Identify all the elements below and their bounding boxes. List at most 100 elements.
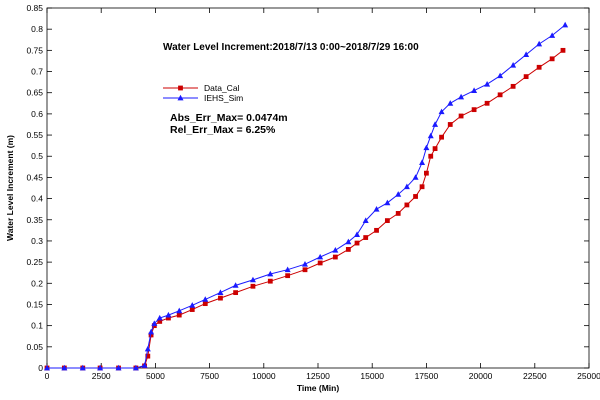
data-point-iehs-sim	[523, 51, 530, 57]
y-tick-label: 0.1	[31, 321, 43, 331]
data-point-data-cal	[302, 267, 308, 273]
x-tick-label: 15000	[360, 371, 384, 381]
data-point-iehs-sim	[354, 231, 361, 237]
data-point-data-cal	[447, 122, 453, 127]
y-tick-label: 0.35	[26, 215, 43, 225]
legend-marker-iehs-sim	[177, 94, 184, 101]
data-point-data-cal	[332, 254, 338, 260]
x-tick-label: 7500	[200, 371, 219, 381]
data-point-iehs-sim	[562, 21, 569, 28]
y-tick-label: 0.05	[26, 342, 43, 352]
data-point-iehs-sim	[202, 296, 209, 302]
x-tick-label: 5000	[146, 371, 165, 381]
data-point-data-cal	[432, 146, 438, 152]
data-point-iehs-sim	[61, 364, 68, 371]
data-point-data-cal	[428, 153, 434, 159]
data-point-data-cal	[419, 184, 425, 190]
data-point-iehs-sim	[484, 81, 491, 87]
y-tick-label: 0.45	[26, 172, 43, 182]
data-point-data-cal	[560, 47, 566, 53]
data-point-data-cal	[497, 92, 503, 98]
plot-frame	[46, 7, 590, 369]
data-point-iehs-sim	[132, 364, 139, 371]
y-tick-label: 0.3	[31, 236, 43, 246]
data-point-data-cal	[536, 64, 542, 70]
data-point-data-cal	[510, 83, 516, 89]
data-point-data-cal	[471, 107, 477, 113]
data-point-iehs-sim	[189, 302, 196, 308]
series-line-data-cal	[47, 50, 564, 369]
data-point-iehs-sim	[412, 174, 419, 180]
data-point-data-cal	[148, 332, 154, 338]
data-point-iehs-sim	[176, 307, 183, 314]
data-point-data-cal	[267, 278, 273, 284]
series-layer	[44, 21, 569, 371]
data-point-data-cal	[439, 134, 444, 140]
data-point-iehs-sim	[249, 276, 256, 283]
data-point-iehs-sim	[151, 320, 158, 326]
x-tick-label: 20000	[469, 371, 493, 381]
data-point-iehs-sim	[549, 32, 556, 38]
series-line-iehs-sim	[47, 24, 566, 369]
y-tick-label: 0	[38, 363, 43, 373]
series-iehs-sim	[44, 21, 569, 371]
data-point-iehs-sim	[332, 247, 339, 253]
data-point-data-cal	[413, 194, 418, 199]
x-tick-label: 2500	[92, 371, 111, 381]
data-point-data-cal	[317, 260, 323, 266]
data-point-data-cal	[145, 353, 151, 359]
legend-label-iehs-sim: IEHS_Sim	[204, 93, 243, 103]
x-axis-title: Time (Min)	[297, 383, 340, 393]
data-point-data-cal	[484, 100, 490, 106]
data-point-data-cal	[189, 307, 195, 312]
data-point-data-cal	[202, 301, 208, 307]
data-point-iehs-sim	[44, 364, 50, 371]
x-tick-label: 22500	[523, 371, 547, 381]
data-point-iehs-sim	[267, 270, 274, 277]
data-point-data-cal	[523, 74, 529, 80]
chart-title: Water Level Increment:2018/7/13 0:00~201…	[163, 42, 419, 53]
data-point-data-cal	[458, 113, 464, 119]
legend-marker-data-cal	[178, 85, 183, 91]
data-point-iehs-sim	[536, 40, 543, 47]
data-point-iehs-sim	[141, 362, 148, 368]
data-point-iehs-sim	[419, 159, 426, 165]
abs-error-text: Abs_Err_Max= 0.0474m	[170, 112, 288, 124]
data-point-iehs-sim	[79, 364, 86, 371]
y-axis-title: Water Level Increment (m)	[5, 135, 15, 241]
y-tick-label: 0.5	[31, 151, 43, 161]
data-point-data-cal	[157, 319, 163, 324]
data-point-iehs-sim	[395, 191, 402, 197]
data-point-data-cal	[363, 235, 369, 240]
data-point-iehs-sim	[403, 183, 410, 190]
x-tick-label: 25000	[577, 371, 600, 381]
x-tick-label: 10000	[252, 371, 276, 381]
data-point-data-cal	[345, 247, 351, 252]
data-point-iehs-sim	[156, 314, 163, 321]
data-point-iehs-sim	[432, 121, 439, 127]
data-point-data-cal	[374, 227, 379, 233]
data-point-iehs-sim	[284, 266, 291, 273]
data-point-iehs-sim	[438, 108, 445, 115]
y-tick-label: 0.85	[26, 3, 43, 13]
data-point-iehs-sim	[497, 72, 504, 79]
data-point-data-cal	[404, 202, 410, 208]
x-tick-label: 12500	[306, 371, 330, 381]
data-point-iehs-sim	[362, 217, 369, 224]
data-point-iehs-sim	[301, 261, 308, 267]
data-point-iehs-sim	[144, 345, 151, 352]
x-tick-label: 17500	[415, 371, 439, 381]
y-tick-label: 0.6	[31, 109, 43, 119]
data-point-iehs-sim	[148, 328, 155, 335]
data-point-iehs-sim	[423, 144, 430, 151]
data-point-data-cal	[424, 170, 429, 176]
y-tick-label: 0.55	[26, 130, 43, 140]
data-point-iehs-sim	[458, 93, 465, 100]
data-point-iehs-sim	[373, 205, 380, 212]
y-tick-label: 0.25	[26, 257, 43, 267]
data-point-iehs-sim	[217, 289, 224, 296]
data-point-iehs-sim	[115, 364, 122, 371]
x-tick-label: 0	[45, 371, 50, 381]
